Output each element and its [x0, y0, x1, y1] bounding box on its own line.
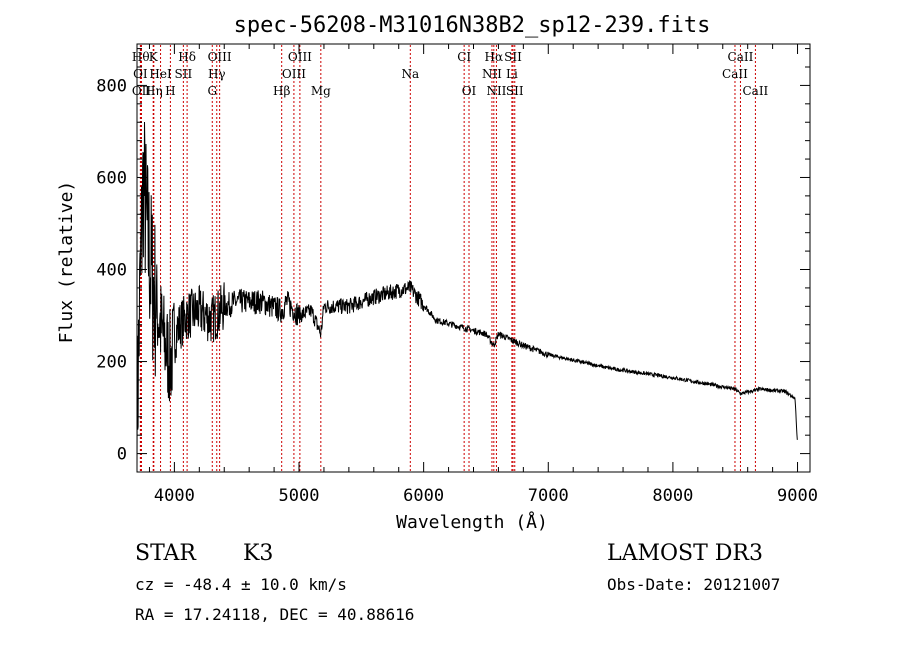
- x-tick-label: 9000: [777, 486, 818, 506]
- line-marker-label: Hγ: [208, 67, 226, 81]
- line-marker-label: NII: [482, 67, 502, 81]
- line-marker-label: Hβ: [273, 84, 290, 98]
- x-tick-label: 7000: [528, 486, 569, 506]
- line-marker-label: OII: [132, 84, 152, 98]
- y-axis-label: Flux (relative): [56, 181, 77, 344]
- x-axis-ticks: 4000 5000 6000 7000 8000 9000: [148, 44, 818, 506]
- line-marker-label: Mg: [311, 84, 331, 98]
- redshift-readout: cz = -48.4 ± 10.0 km/s: [135, 575, 347, 594]
- line-marker-label: Hδ: [178, 50, 196, 64]
- line-marker-label: CaII: [722, 67, 748, 81]
- line-marker-label: Hα: [485, 50, 504, 64]
- line-marker-label: CaII: [728, 50, 754, 64]
- line-marker-label: OI: [133, 67, 148, 81]
- line-marker-label: OIII: [282, 67, 306, 81]
- object-subclass: K3: [243, 541, 273, 566]
- y-tick-label: 800: [96, 76, 127, 96]
- spectrum-series: [136, 121, 798, 468]
- line-marker-label: NII: [486, 84, 506, 98]
- y-axis-ticks: 0 200 400 600 800: [96, 48, 810, 473]
- object-class: STAR: [135, 541, 197, 566]
- coordinates: RA = 17.24118, DEC = 40.88616: [135, 605, 414, 624]
- x-tick-label: 8000: [652, 486, 693, 506]
- line-marker-label: SII: [506, 84, 524, 98]
- y-tick-label: 400: [96, 261, 127, 281]
- line-marker-label: Na: [401, 67, 419, 81]
- y-tick-label: 0: [117, 445, 127, 465]
- line-marker-label: SII: [504, 50, 522, 64]
- x-tick-label: 5000: [279, 486, 320, 506]
- y-tick-label: 600: [96, 168, 127, 188]
- line-marker-label: Li: [506, 67, 518, 81]
- spectral-line-markers: [139, 45, 756, 471]
- x-tick-label: 4000: [154, 486, 195, 506]
- survey-name: LAMOST DR3: [607, 541, 763, 566]
- line-marker-label: H: [165, 84, 175, 98]
- x-axis-label: Wavelength (Å): [396, 511, 548, 533]
- y-tick-label: 200: [96, 353, 127, 373]
- chart-title: spec-56208-M31016N38B2_sp12-239.fits: [234, 13, 711, 38]
- line-marker-label: OIII: [208, 50, 232, 64]
- line-marker-label: OI: [462, 84, 477, 98]
- line-marker-label: CaII: [742, 84, 768, 98]
- line-marker-label: K: [149, 50, 159, 64]
- line-marker-label: Hθ: [132, 50, 150, 64]
- x-tick-label: 6000: [403, 486, 444, 506]
- line-marker-label: Hη: [145, 84, 163, 98]
- line-marker-label: G: [207, 84, 217, 98]
- line-marker-label: CI: [457, 50, 471, 64]
- line-marker-label: OIII: [288, 50, 312, 64]
- plot-frame: [136, 43, 811, 473]
- line-marker-label: SII: [175, 67, 193, 81]
- obs-date: Obs-Date: 20121007: [607, 575, 780, 594]
- line-marker-label: HeI: [149, 67, 172, 81]
- spectrum-line: [136, 121, 798, 468]
